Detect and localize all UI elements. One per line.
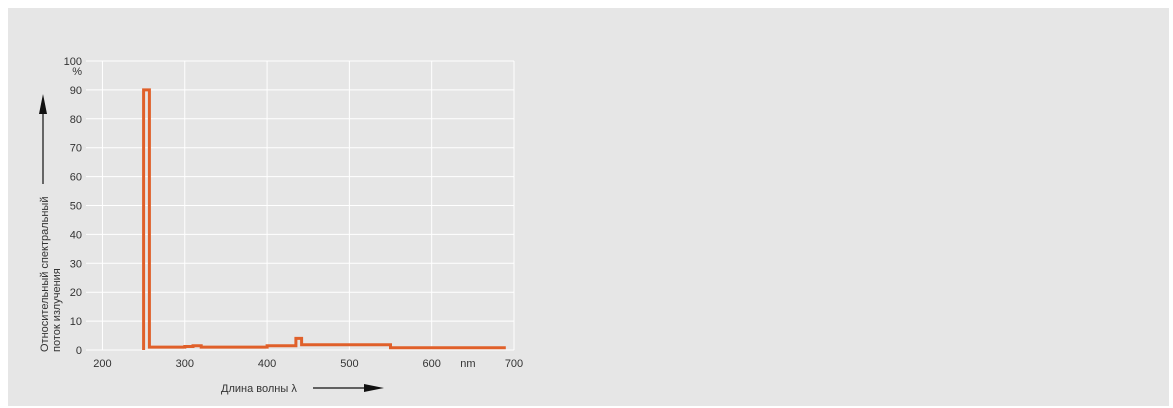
y-tick-label: 40 [70, 229, 82, 241]
y-unit-label: % [72, 66, 82, 78]
axes [86, 61, 515, 351]
x-axis-title: Длина волны λ [221, 383, 297, 395]
y-tick-label: 10 [70, 316, 82, 328]
y-axis-title-line-1: Относительный спектральный [39, 197, 51, 353]
y-axis-arrow [39, 94, 47, 184]
x-unit-label: nm [460, 358, 475, 370]
y-tick-label: 30 [70, 258, 82, 270]
y-tick-label: 50 [70, 201, 82, 213]
chart-panel: 0 10 20 30 40 50 60 70 80 90 100 200 300 400 500 600 700… [8, 8, 1169, 406]
x-tick-label: 600 [423, 358, 441, 370]
y-tick-label: 80 [70, 114, 82, 126]
y-tick-label: 60 [70, 172, 82, 184]
grid [86, 60, 514, 350]
y-tick-label: 20 [70, 287, 82, 299]
y-tick-label: 70 [70, 143, 82, 155]
tick-labels: 0 10 20 30 40 50 60 70 80 90 100 200 300 400 500 600 700 [64, 56, 524, 370]
x-tick-label: 500 [340, 358, 358, 370]
x-axis-arrow [313, 384, 384, 392]
y-axis-title: Относительный спектральный поток излучен… [39, 197, 63, 353]
x-tick-label: 400 [258, 358, 276, 370]
x-tick-label: 700 [505, 358, 523, 370]
spectral-chart: 0 10 20 30 40 50 60 70 80 90 100 200 300 400 500 600 700… [39, 56, 524, 395]
y-axis-title-line-2: поток излучения [51, 268, 63, 352]
x-tick-label: 300 [176, 358, 194, 370]
series-line [142, 88, 506, 350]
y-tick-label: 100 [64, 56, 82, 68]
y-tick-label: 90 [70, 85, 82, 97]
y-tick-label: 0 [76, 345, 82, 357]
x-tick-label: 200 [93, 358, 111, 370]
